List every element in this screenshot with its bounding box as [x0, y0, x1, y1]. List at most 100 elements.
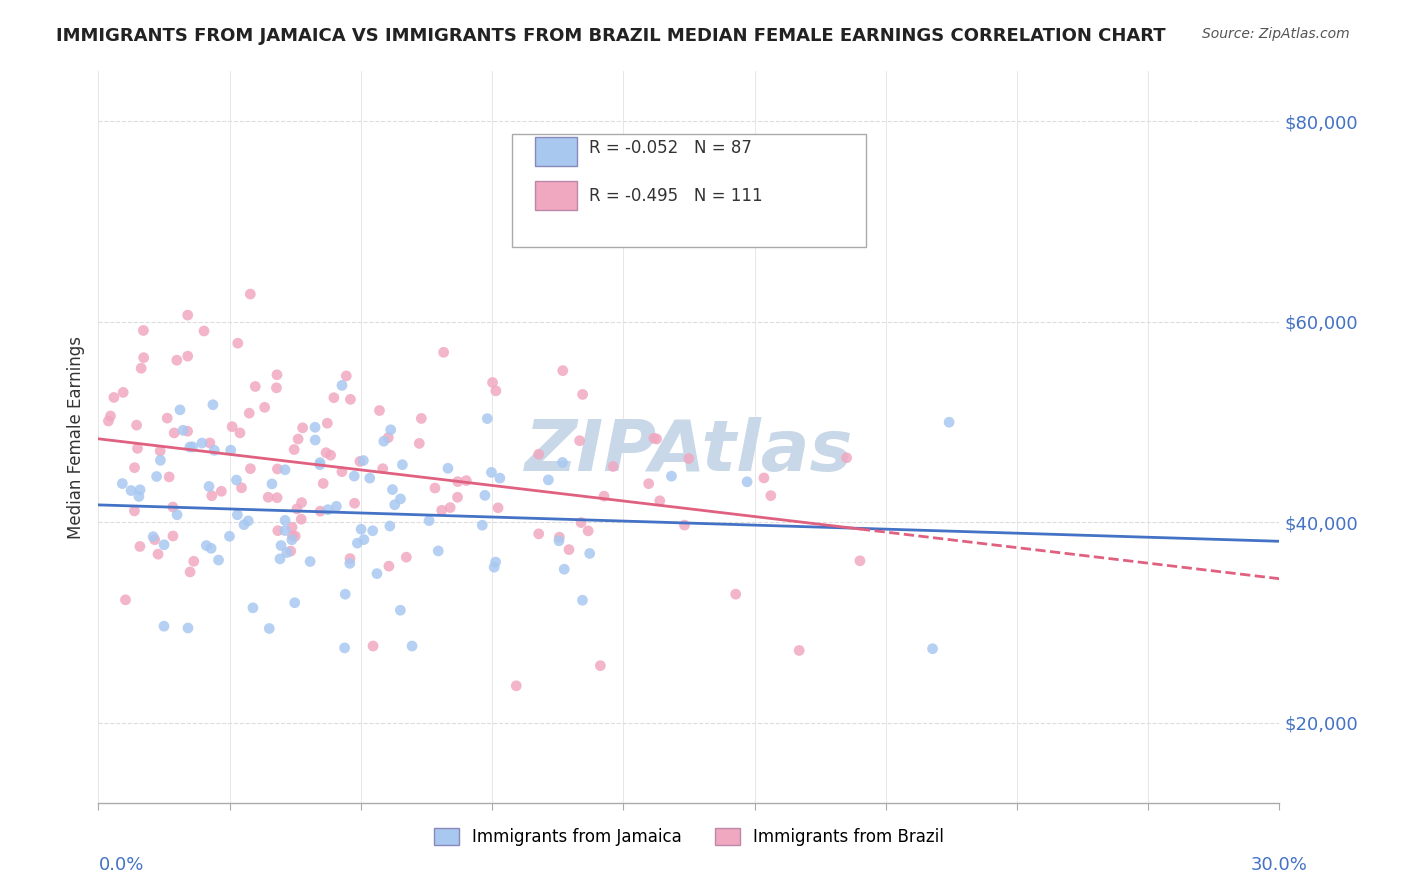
Point — [537, 473, 560, 487]
Point — [221, 419, 243, 434]
Point — [125, 418, 148, 433]
Point — [114, 592, 136, 607]
Point — [181, 440, 204, 454]
Text: Source: ZipAtlas.com: Source: ZipAtlas.com — [1202, 27, 1350, 41]
Point — [304, 433, 326, 447]
Point — [198, 436, 221, 450]
Point — [201, 489, 224, 503]
FancyBboxPatch shape — [536, 137, 576, 167]
Point — [270, 539, 292, 553]
Point — [219, 443, 242, 458]
Point — [291, 421, 314, 435]
Point — [433, 345, 456, 359]
Point — [259, 622, 281, 636]
Point — [143, 533, 166, 547]
Point — [938, 415, 960, 429]
Point — [274, 513, 297, 527]
Point — [411, 411, 433, 425]
Point — [162, 500, 184, 514]
Point — [179, 440, 201, 454]
Point — [129, 540, 152, 554]
Point — [589, 658, 612, 673]
Point — [378, 519, 401, 533]
Point — [260, 477, 283, 491]
Point — [229, 425, 252, 440]
Point — [527, 447, 550, 461]
Point — [568, 434, 591, 448]
Point — [177, 308, 200, 322]
Point — [456, 474, 478, 488]
Point — [267, 524, 290, 538]
Point — [100, 409, 122, 423]
Point — [335, 368, 357, 383]
Point — [233, 517, 256, 532]
Point — [142, 530, 165, 544]
Point — [149, 444, 172, 458]
Point — [207, 553, 229, 567]
Point — [368, 403, 391, 417]
Point — [238, 406, 260, 420]
FancyBboxPatch shape — [536, 181, 576, 211]
Point — [333, 640, 356, 655]
Point — [304, 420, 326, 434]
Point — [266, 491, 288, 505]
Text: IMMIGRANTS FROM JAMAICA VS IMMIGRANTS FROM BRAZIL MEDIAN FEMALE EARNINGS CORRELA: IMMIGRANTS FROM JAMAICA VS IMMIGRANTS FR… — [56, 27, 1166, 45]
Point — [352, 453, 374, 467]
Point — [359, 471, 381, 485]
Point — [474, 488, 496, 502]
Point — [201, 398, 224, 412]
Point — [319, 448, 342, 462]
Point — [578, 546, 600, 560]
Point — [330, 465, 353, 479]
Point — [325, 500, 347, 514]
Point — [353, 533, 375, 547]
Point — [551, 364, 574, 378]
Point — [322, 391, 344, 405]
Point — [183, 554, 205, 568]
Point — [269, 552, 291, 566]
Point — [389, 603, 412, 617]
Point — [361, 524, 384, 538]
Point — [132, 351, 155, 365]
Point — [377, 431, 399, 445]
Point — [146, 547, 169, 561]
Point — [645, 432, 668, 446]
Point — [153, 619, 176, 633]
Point — [849, 554, 872, 568]
Point — [481, 466, 503, 480]
Point — [335, 587, 357, 601]
Point — [124, 460, 146, 475]
Point — [548, 533, 571, 548]
Point — [401, 639, 423, 653]
Point — [477, 411, 499, 425]
Point — [226, 336, 249, 351]
Point — [391, 458, 413, 472]
Point — [179, 565, 201, 579]
Point — [103, 391, 125, 405]
Point — [156, 411, 179, 425]
Point — [287, 432, 309, 446]
Point — [202, 443, 225, 458]
Point — [200, 541, 222, 556]
Point — [349, 454, 371, 468]
Point — [389, 491, 412, 506]
Point — [551, 455, 574, 469]
Point — [787, 643, 810, 657]
Point — [339, 392, 361, 407]
Point — [361, 639, 384, 653]
Point — [127, 442, 149, 456]
Point — [218, 529, 240, 543]
Point — [239, 287, 262, 301]
Point — [437, 461, 460, 475]
Point — [169, 402, 191, 417]
Point — [97, 414, 120, 428]
Point — [735, 475, 758, 489]
Point — [637, 476, 659, 491]
Point — [281, 529, 304, 543]
Point — [280, 544, 302, 558]
Point — [176, 424, 198, 438]
Point — [576, 524, 599, 538]
Point — [350, 522, 373, 536]
Point — [571, 593, 593, 607]
Point — [471, 518, 494, 533]
